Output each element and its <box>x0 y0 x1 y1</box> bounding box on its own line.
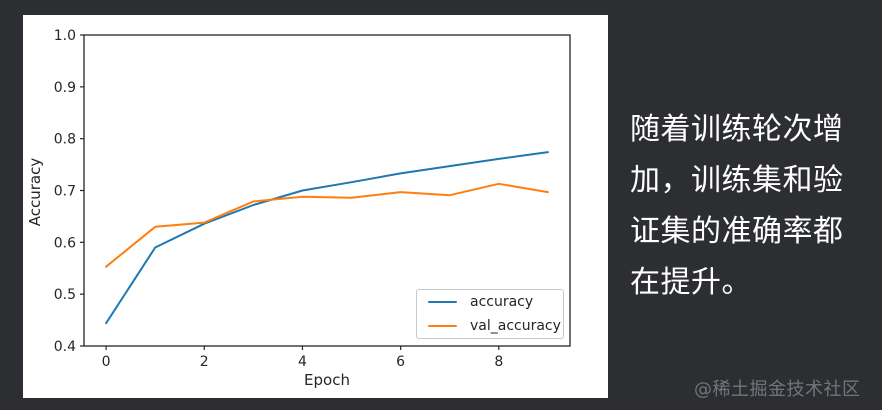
x-tick-label: 0 <box>102 354 111 370</box>
legend-label-accuracy: accuracy <box>470 294 534 310</box>
y-tick-label: 0.4 <box>54 339 76 355</box>
watermark-text: @稀土掘金技术社区 <box>694 379 861 400</box>
legend-line-accuracy-icon <box>428 301 457 303</box>
y-tick-label: 0.5 <box>54 287 76 303</box>
series-line-val_accuracy <box>105 182 549 268</box>
y-tick-label: 0.6 <box>54 235 76 251</box>
y-tick-label: 0.7 <box>54 184 76 200</box>
legend-entry-val-accuracy: val_accuracy <box>428 317 563 336</box>
chart-legend: accuracy val_accuracy <box>416 289 564 339</box>
y-tick-label: 0.9 <box>54 80 76 96</box>
x-tick-label: 8 <box>494 354 503 370</box>
y-axis-label: Accuracy <box>26 157 44 227</box>
x-tick-label: 6 <box>396 354 405 370</box>
figure-panel: 0.4 0.5 0.6 0.7 0.8 0.9 1.0 0 2 4 6 8 Epoch Accurac… <box>23 15 608 398</box>
legend-label-val-accuracy: val_accuracy <box>470 318 561 334</box>
caption-line: 证集的准确率都 <box>630 215 844 248</box>
x-tick-label: 4 <box>298 354 307 370</box>
caption-line: 随着训练轮次增 <box>630 113 844 146</box>
x-tick-label: 2 <box>200 354 209 370</box>
caption-line: 加，训练集和验 <box>630 164 844 197</box>
x-axis-label: Epoch <box>304 371 350 389</box>
caption-text: 随着训练轮次增 加，训练集和验 证集的准确率都 在提升。 <box>630 104 872 308</box>
legend-entry-accuracy: accuracy <box>428 293 563 312</box>
series-line-accuracy <box>105 151 549 325</box>
accuracy-line-chart: 0.4 0.5 0.6 0.7 0.8 0.9 1.0 0 2 4 6 8 <box>54 28 571 370</box>
y-tick-label: 1.0 <box>54 28 76 44</box>
y-tick-label: 0.8 <box>54 132 76 148</box>
caption-line: 在提升。 <box>630 266 752 299</box>
legend-line-val-accuracy-icon <box>428 325 457 327</box>
